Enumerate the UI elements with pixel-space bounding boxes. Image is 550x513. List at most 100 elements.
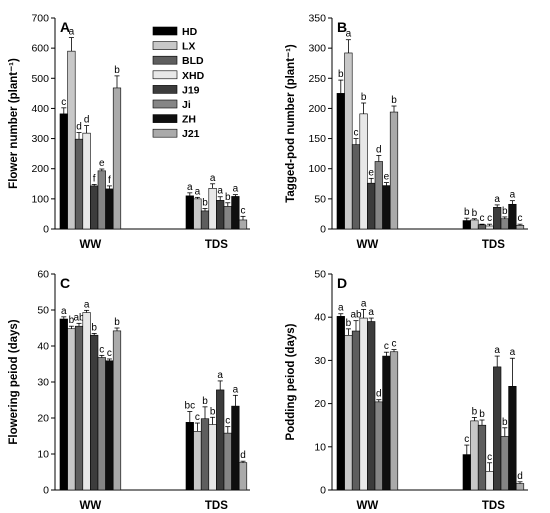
significance-letter: e — [99, 158, 105, 169]
y-tick-label: 0 — [43, 224, 49, 236]
y-tick-label: 100 — [31, 193, 49, 205]
significance-letter: b — [391, 95, 397, 106]
bar-hd — [336, 93, 345, 230]
significance-letter: c — [99, 344, 104, 355]
legend-label: HD — [182, 26, 198, 38]
legend-swatch — [152, 55, 178, 65]
significance-letter: a — [510, 190, 516, 201]
y-tick-label: 400 — [31, 103, 49, 115]
y-axis-label: Podding peiod (days) — [285, 323, 297, 440]
y-tick-label: 500 — [31, 73, 49, 85]
significance-letter: b — [472, 208, 478, 219]
bar-hd — [336, 316, 345, 491]
bar-zh — [508, 203, 517, 230]
y-tick-label: 20 — [37, 413, 49, 425]
significance-letter: c — [354, 128, 359, 139]
significance-letter: b — [202, 396, 208, 407]
x-tick-label: TDS — [482, 239, 505, 251]
significance-letter: c — [392, 339, 397, 350]
y-tick-label: 0 — [43, 485, 49, 497]
y-tick-label: 300 — [308, 43, 326, 55]
y-tick-label: 50 — [314, 269, 326, 281]
x-tick-label: TDS — [482, 500, 505, 512]
significance-letter: bc — [185, 401, 196, 412]
bar-zh — [382, 355, 391, 491]
bar-lx — [470, 420, 479, 491]
y-tick-label: 20 — [314, 398, 326, 410]
panel-label: D — [337, 275, 347, 291]
bar-j21 — [238, 219, 248, 230]
significance-letter: a — [368, 307, 374, 318]
significance-letter: b — [361, 92, 367, 103]
bar-ji — [223, 432, 232, 491]
significance-letter: b — [210, 406, 216, 417]
bar-bld — [74, 325, 84, 491]
bar-zh — [105, 188, 114, 230]
significance-letter: e — [368, 167, 374, 178]
y-tick-label: 600 — [31, 43, 49, 55]
y-tick-label: 100 — [308, 163, 326, 175]
y-tick-label: 40 — [37, 341, 49, 353]
y-tick-label: 200 — [31, 163, 49, 175]
legend-label: J19 — [182, 84, 200, 96]
significance-letter: b — [202, 198, 208, 209]
bar-hd — [185, 195, 194, 230]
y-tick-label: 350 — [308, 13, 326, 25]
significance-letter: c — [518, 213, 523, 224]
bar-ji — [223, 206, 232, 230]
y-tick-label: 30 — [314, 355, 326, 367]
legend-swatch — [152, 99, 178, 109]
y-axis-label: Flowering peiod (days) — [8, 319, 20, 444]
significance-letter: c — [384, 341, 389, 352]
significance-letter: a — [84, 299, 90, 310]
x-tick-label: TDS — [205, 239, 228, 251]
significance-letter: b — [502, 417, 508, 428]
significance-letter: c — [487, 452, 492, 463]
significance-letter: ab — [73, 312, 85, 323]
significance-letter: b — [114, 317, 120, 328]
significance-letter: a — [195, 186, 201, 197]
bar-bld — [477, 224, 487, 230]
bar-j19 — [493, 206, 502, 230]
bar-lx — [67, 328, 76, 491]
bar-lx — [344, 335, 353, 491]
bar-bld — [351, 330, 361, 491]
legend-swatch — [152, 26, 178, 36]
bar-lx — [344, 52, 353, 230]
bar-j19 — [216, 389, 225, 491]
bar-zh — [231, 405, 240, 491]
bar-ji — [500, 436, 509, 491]
significance-letter: b — [338, 69, 344, 80]
y-tick-label: 50 — [37, 305, 49, 317]
legend-swatch — [152, 41, 178, 50]
panel-label: A — [60, 19, 70, 35]
bar-zh — [105, 360, 114, 491]
significance-letter: d — [240, 450, 246, 461]
bar-xhd — [208, 188, 217, 230]
significance-letter: a — [233, 384, 239, 395]
y-tick-label: 300 — [31, 133, 49, 145]
significance-letter: d — [76, 122, 82, 133]
bar-bld — [74, 138, 84, 230]
bar-hd — [59, 318, 68, 491]
x-tick-label: TDS — [205, 500, 228, 512]
bar-j21 — [112, 87, 122, 230]
significance-letter: b — [502, 206, 508, 217]
significance-letter: b — [472, 406, 478, 417]
significance-letter: b — [346, 318, 352, 329]
bar-ji — [97, 357, 106, 491]
significance-letter: b — [69, 315, 75, 326]
significance-letter: d — [84, 115, 90, 126]
significance-letter: a — [61, 306, 67, 317]
bar-bld — [200, 210, 210, 230]
bar-hd — [59, 113, 68, 230]
bar-zh — [508, 386, 517, 491]
x-tick-label: WW — [80, 500, 102, 512]
bar-hd — [462, 454, 471, 491]
significance-letter: a — [494, 345, 500, 356]
significance-letter: d — [376, 389, 382, 400]
x-tick-label: WW — [80, 239, 102, 251]
significance-letter: a — [210, 173, 216, 184]
